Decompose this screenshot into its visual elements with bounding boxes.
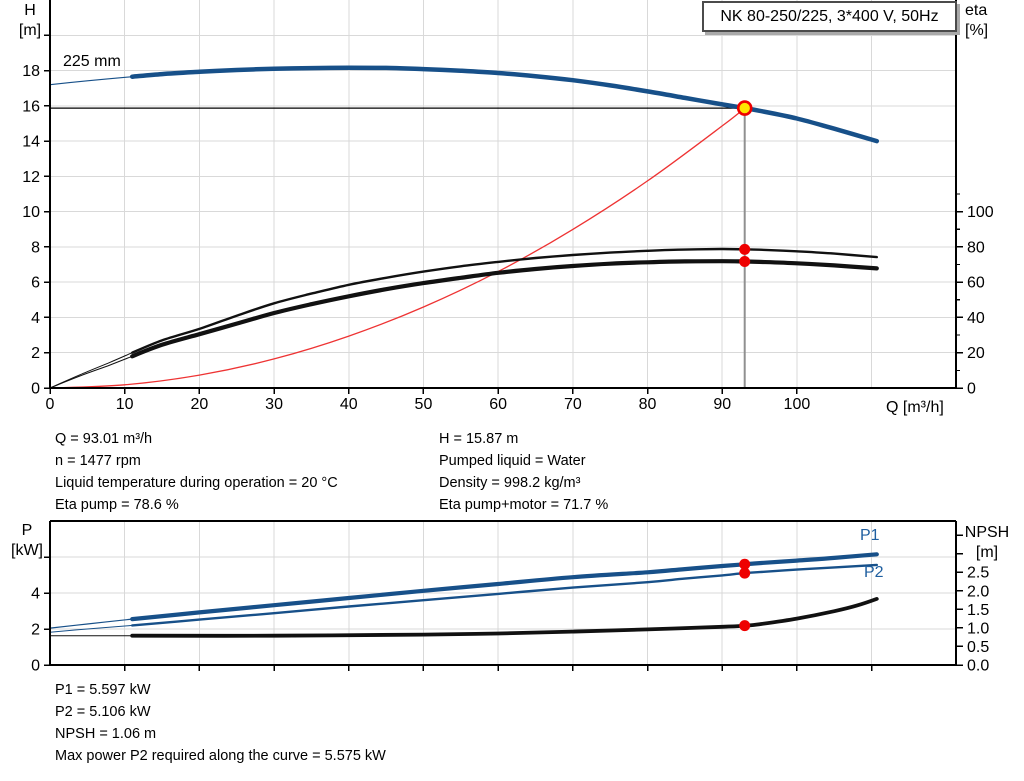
- x-tick-label: 60: [489, 396, 507, 413]
- series-eta-pump: [131, 247, 878, 354]
- marker-red-dot: [739, 256, 751, 268]
- y-right-tick-label: 1.0: [967, 620, 989, 637]
- y-right-tick-label: 0: [967, 381, 976, 398]
- marker-red-dot: [739, 567, 751, 579]
- x-tick-label: 0: [46, 396, 55, 413]
- y-right-tick-label: 0.5: [967, 639, 989, 656]
- info-speed: n = 1477 rpm: [55, 453, 141, 469]
- y-right-tick-label: 2.0: [967, 583, 989, 600]
- info-eta-pump-motor: Eta pump+motor = 71.7 %: [439, 497, 609, 513]
- y-left-tick-label: 2: [31, 345, 40, 362]
- y-left-tick-label: 0: [31, 381, 40, 398]
- info-max-power: Max power P2 required along the curve = …: [55, 748, 386, 764]
- duty-point-marker[interactable]: [736, 100, 753, 116]
- series-p2-thin: [49, 624, 133, 633]
- y-right-tick-label: 0.0: [967, 658, 989, 675]
- y-right-tick-label: 1.5: [967, 602, 989, 619]
- x-tick-label: 100: [784, 396, 811, 413]
- y-left-tick-label: 8: [31, 239, 40, 256]
- y-right-tick-label: 40: [967, 310, 985, 327]
- info-head: H = 15.87 m: [439, 431, 519, 447]
- x-tick-label: 20: [190, 396, 208, 413]
- y-left-tick-label: 4: [31, 586, 40, 603]
- flow-axis-title: Q [m³/h]: [886, 399, 944, 416]
- marker-red-dot: [739, 620, 751, 632]
- duty-info-left: Q = 93.01 m³/h n = 1477 rpm Liquid tempe…: [55, 428, 338, 516]
- pump-title-text: NK 80-250/225, 3*400 V, 50Hz: [720, 7, 939, 25]
- info-pumped-liquid: Pumped liquid = Water: [439, 453, 586, 469]
- eta-axis-title: eta [%]: [965, 2, 989, 39]
- y-left-tick-label: 12: [22, 169, 40, 186]
- y-left-tick-label: 16: [22, 98, 40, 115]
- p2-curve-label: P2: [864, 564, 884, 581]
- power-axis-title: P [kW]: [11, 522, 43, 559]
- series-system-curve: [49, 107, 746, 389]
- y-right-tick-label: 100: [967, 204, 994, 221]
- x-tick-label: 90: [713, 396, 731, 413]
- series-eta-pump-motor: [130, 259, 879, 359]
- x-tick-label: 10: [116, 396, 134, 413]
- marker-red-dot: [739, 558, 751, 570]
- info-npsh: NPSH = 1.06 m: [55, 726, 157, 742]
- x-tick-label: 50: [415, 396, 433, 413]
- y-left-tick-label: 2: [31, 622, 40, 639]
- x-tick-label: 80: [639, 396, 657, 413]
- info-flow: Q = 93.01 m³/h: [55, 431, 153, 447]
- y-left-tick-label: 14: [22, 134, 40, 151]
- x-tick-label: 70: [564, 396, 582, 413]
- y-left-tick-label: 18: [22, 63, 40, 80]
- y-right-tick-label: 60: [967, 275, 985, 292]
- pump-title-box: NK 80-250/225, 3*400 V, 50Hz: [702, 1, 957, 32]
- info-density: Density = 998.2 kg/m³: [439, 475, 581, 491]
- impeller-size-label: 225 mm: [63, 53, 121, 70]
- info-liquid-temperature: Liquid temperature during operation = 20…: [55, 475, 338, 491]
- series-npsh: [130, 597, 879, 638]
- y-left-tick-label: 4: [31, 310, 40, 327]
- y-left-tick-label: 6: [31, 275, 40, 292]
- x-tick-label: 40: [340, 396, 358, 413]
- marker-red-dot: [739, 243, 751, 255]
- info-eta-pump: Eta pump = 78.6 %: [55, 497, 179, 513]
- y-right-tick-label: 80: [967, 239, 985, 256]
- series-p1-thin: [49, 618, 133, 629]
- npsh-axis-title: NPSH [m]: [964, 524, 1010, 561]
- info-p1: P1 = 5.597 kW: [55, 682, 151, 698]
- duty-info-right: H = 15.87 m Pumped liquid = Water Densit…: [439, 428, 608, 516]
- x-tick-label: 30: [265, 396, 283, 413]
- y-left-tick-label: 10: [22, 204, 40, 221]
- head-axis-title: H [m]: [18, 2, 42, 39]
- series-head-225mm: [129, 65, 880, 144]
- y-left-tick-label: 0: [31, 658, 40, 675]
- series-p1: [130, 552, 879, 622]
- p1-curve-label: P1: [860, 527, 880, 544]
- y-right-tick-label: 2.5: [967, 565, 989, 582]
- series-p2: [131, 563, 878, 627]
- series-head-225mm-thin: [49, 76, 133, 86]
- series-eta-pump-motor-thin: [49, 355, 133, 389]
- info-p2: P2 = 5.106 kW: [55, 704, 151, 720]
- power-info-block: P1 = 5.597 kW P2 = 5.106 kW NPSH = 1.06 …: [55, 679, 386, 767]
- y-right-tick-label: 20: [967, 345, 985, 362]
